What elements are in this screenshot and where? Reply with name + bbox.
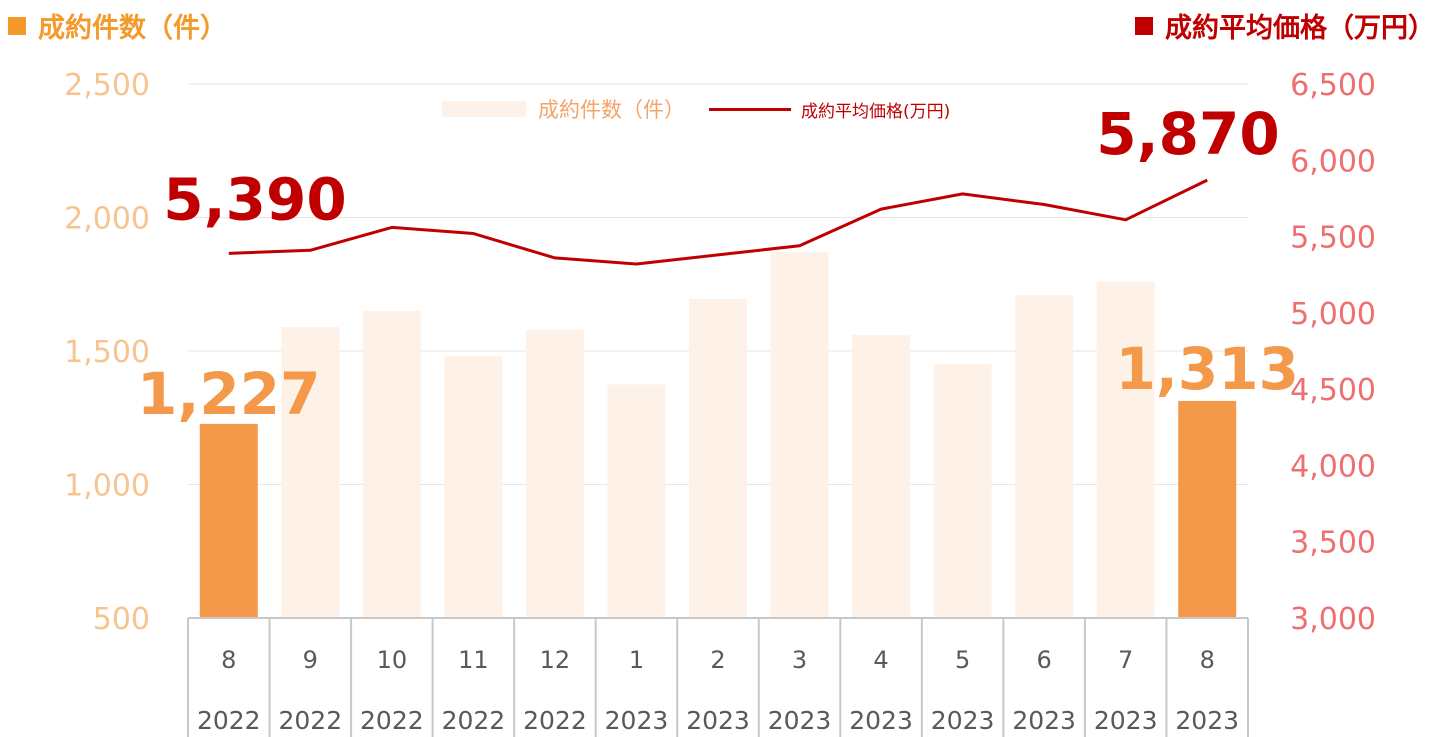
year-label: 2022 bbox=[197, 706, 261, 735]
year-label: 2022 bbox=[360, 706, 424, 735]
month-label: 8 bbox=[1200, 646, 1215, 674]
month-label: 8 bbox=[221, 646, 236, 674]
month-label: 4 bbox=[873, 646, 888, 674]
left-tick-label: 500 bbox=[93, 602, 150, 637]
year-label: 2023 bbox=[686, 706, 750, 735]
legend-line-swatch bbox=[709, 107, 791, 111]
price-line bbox=[228, 178, 1208, 266]
right-tick-label: 3,000 bbox=[1290, 602, 1376, 637]
bar bbox=[281, 326, 340, 618]
left-tick-label: 1,500 bbox=[64, 335, 150, 370]
bar bbox=[607, 384, 666, 618]
right-title-text: 成約平均価格（万円） bbox=[1165, 13, 1435, 44]
legend-line-label: 成約平均価格(万円) bbox=[801, 101, 951, 122]
left-tick-label: 2,000 bbox=[64, 202, 150, 237]
right-title-square-icon bbox=[1135, 16, 1153, 35]
year-label: 2023 bbox=[849, 706, 913, 735]
year-label: 2023 bbox=[768, 706, 832, 735]
bar bbox=[770, 252, 829, 618]
month-label: 3 bbox=[792, 646, 807, 674]
year-label: 2022 bbox=[278, 706, 342, 735]
month-label: 1 bbox=[629, 646, 644, 674]
year-label: 2023 bbox=[605, 706, 669, 735]
bar bbox=[1178, 400, 1237, 618]
bar bbox=[852, 334, 911, 618]
right-tick-label: 3,500 bbox=[1290, 526, 1376, 561]
legend: 成約件数（件） 成約平均価格(万円) bbox=[442, 94, 950, 124]
legend-bar-swatch bbox=[442, 101, 526, 117]
month-label: 7 bbox=[1118, 646, 1133, 674]
bar bbox=[362, 310, 421, 618]
bar bbox=[1015, 294, 1074, 618]
month-label: 2 bbox=[710, 646, 725, 674]
left-tick-label: 1,000 bbox=[64, 469, 150, 504]
bar bbox=[199, 423, 258, 618]
right-axis-title: 成約平均価格（万円） bbox=[1135, 6, 1435, 45]
bar bbox=[933, 364, 992, 618]
bar-last-label: 1,313 bbox=[1115, 335, 1298, 403]
bar bbox=[689, 298, 747, 618]
right-tick-label: 5,000 bbox=[1290, 297, 1376, 332]
month-label: 9 bbox=[303, 646, 318, 674]
right-tick-label: 6,000 bbox=[1290, 144, 1376, 179]
year-label: 2023 bbox=[1012, 706, 1076, 735]
right-tick-label: 6,500 bbox=[1290, 68, 1376, 103]
right-tick-label: 4,500 bbox=[1290, 373, 1376, 408]
month-label: 5 bbox=[955, 646, 970, 674]
year-label: 2023 bbox=[1175, 706, 1239, 735]
left-axis-title: 成約件数（件） bbox=[8, 6, 227, 45]
legend-bar-label: 成約件数（件） bbox=[538, 98, 685, 122]
left-title-text: 成約件数（件） bbox=[38, 13, 227, 44]
line-last-label: 5,870 bbox=[1096, 100, 1279, 168]
bar bbox=[525, 329, 584, 618]
month-label: 10 bbox=[377, 646, 408, 674]
year-label: 2022 bbox=[442, 706, 506, 735]
bar bbox=[444, 356, 503, 618]
month-label: 11 bbox=[458, 646, 489, 674]
right-tick-label: 4,000 bbox=[1290, 449, 1376, 484]
line-first-label: 5,390 bbox=[163, 165, 346, 233]
bar bbox=[1096, 281, 1155, 618]
year-label: 2023 bbox=[931, 706, 995, 735]
month-label: 6 bbox=[1037, 646, 1052, 674]
month-label: 12 bbox=[540, 646, 571, 674]
right-tick-label: 5,500 bbox=[1290, 221, 1376, 256]
year-label: 2023 bbox=[1094, 706, 1158, 735]
year-label: 2022 bbox=[523, 706, 587, 735]
left-tick-label: 2,500 bbox=[64, 68, 150, 103]
bar-first-label: 1,227 bbox=[137, 360, 320, 428]
left-title-square-icon bbox=[8, 16, 26, 35]
